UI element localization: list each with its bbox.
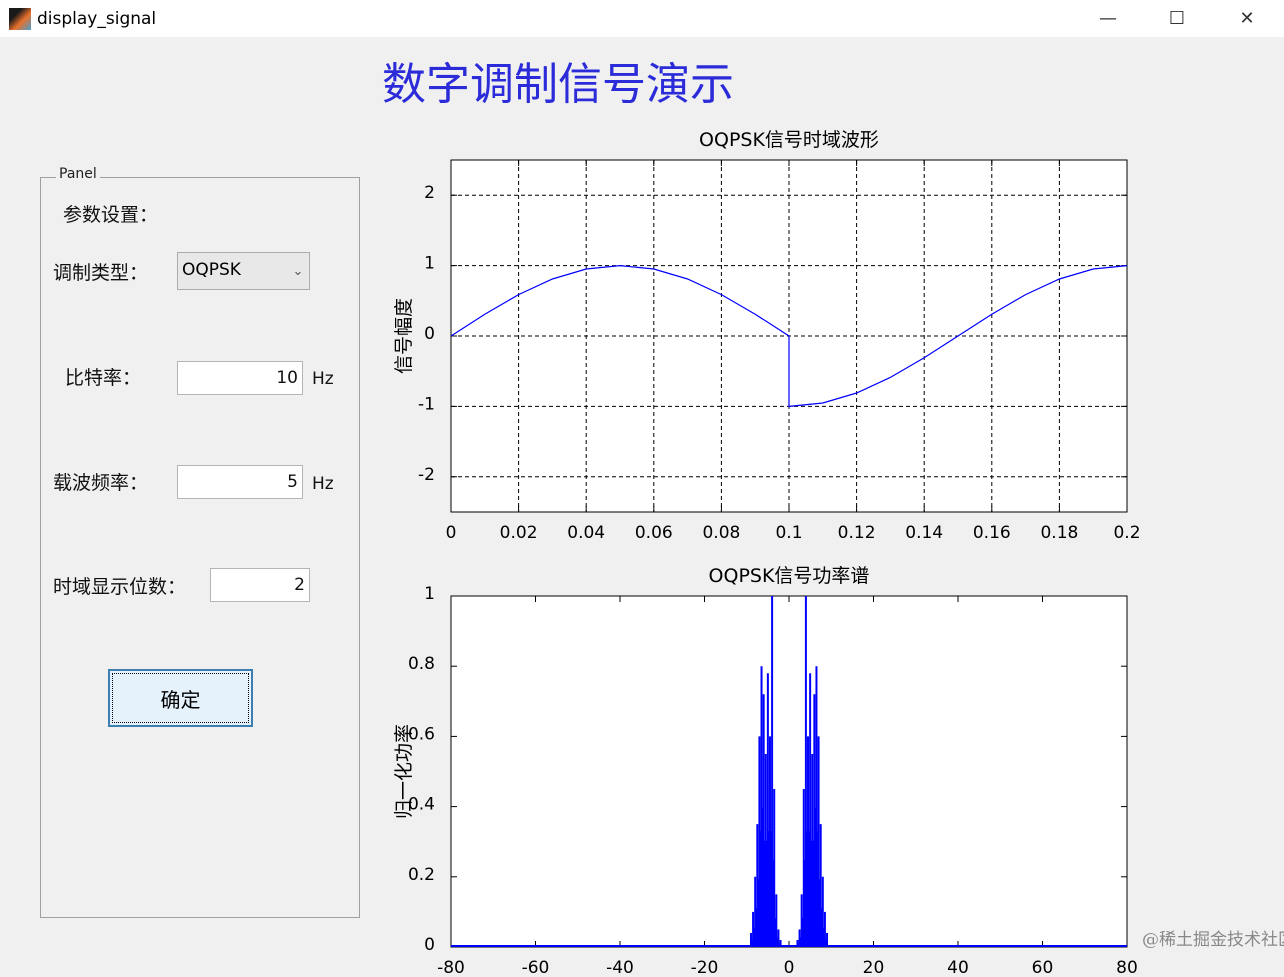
spectrum-fill	[750, 939, 754, 947]
y-axis-label: 归一化功率	[393, 724, 415, 819]
x-tick-label: 0.2	[1113, 523, 1140, 543]
window-title: display_signal	[37, 8, 157, 29]
y-tick-label: 0	[424, 935, 435, 955]
spectrum-fill	[799, 937, 802, 947]
y-tick-label: 1	[424, 254, 435, 274]
watermark: @稀土掘金技术社区	[1142, 930, 1284, 950]
spectrum-fill	[808, 831, 811, 947]
spectrum-fill	[805, 831, 809, 947]
mod-type-value: OQPSK	[182, 260, 241, 280]
y-tick-label: 0	[424, 324, 435, 344]
x-tick-label: 0.18	[1040, 523, 1078, 543]
x-tick-label: -80	[437, 958, 465, 977]
x-tick-label: 0.16	[973, 523, 1011, 543]
bit-rate-input[interactable]: 10	[177, 361, 303, 395]
spectrum-fill	[818, 879, 821, 947]
spectrum-fill	[810, 840, 813, 947]
x-tick-label: 0.08	[702, 523, 740, 543]
chart-title: OQPSK信号功率谱	[709, 565, 870, 587]
minimize-button[interactable]: —	[1099, 8, 1117, 29]
bit-rate-unit: Hz	[312, 369, 334, 389]
spectrum-fill	[763, 840, 766, 947]
y-tick-label: -2	[418, 465, 435, 485]
mod-type-label: 调制类型：	[53, 262, 149, 284]
chevron-down-icon[interactable]: ⌄	[292, 263, 304, 279]
bits-label: 时域显示位数：	[53, 576, 187, 598]
spectrum-fill	[767, 831, 770, 947]
x-tick-label: 60	[1032, 958, 1054, 977]
spectrum-fill	[757, 879, 760, 947]
ok-button[interactable]: 确定	[108, 669, 253, 727]
y-tick-label: 0.4	[408, 795, 435, 815]
spectrum-fill	[761, 808, 764, 947]
x-tick-label: 0	[446, 523, 457, 543]
spectrum-fill	[814, 808, 817, 947]
spectrum-fill	[769, 831, 773, 947]
x-tick-label: 80	[1116, 958, 1138, 977]
y-axis-label: 信号幅度	[393, 298, 415, 374]
parameter-panel	[40, 177, 360, 918]
close-button[interactable]: ✕	[1239, 8, 1255, 29]
x-tick-label: 0.04	[567, 523, 605, 543]
matlab-icon	[9, 7, 31, 30]
y-tick-label: 1	[424, 584, 435, 604]
x-tick-label: 20	[863, 958, 885, 977]
spectrum-fill	[801, 918, 804, 947]
y-tick-label: 0.8	[408, 654, 435, 674]
signal-line	[450, 264, 1128, 408]
spectrum-fill	[753, 927, 756, 947]
spectrum-fill	[824, 939, 828, 947]
spectrum-fill	[776, 937, 779, 947]
x-tick-label: 40	[947, 958, 969, 977]
spectrum-fill	[759, 831, 762, 947]
x-tick-label: 0.1	[775, 523, 802, 543]
x-tick-label: 0.06	[635, 523, 673, 543]
spectrum-fill	[765, 840, 768, 947]
x-tick-label: 0.14	[905, 523, 943, 543]
chart-title: OQPSK信号时域波形	[699, 129, 879, 151]
spectrum-fill	[803, 860, 806, 947]
y-tick-label: -1	[418, 394, 435, 414]
x-tick-label: 0.12	[838, 523, 876, 543]
spectrum-fill	[816, 831, 819, 947]
x-tick-label: 0	[784, 958, 795, 977]
x-tick-label: -20	[691, 958, 719, 977]
spectrum-fill	[774, 918, 777, 947]
bit-rate-label: 比特率：	[65, 367, 142, 389]
spectrum-fill	[812, 840, 815, 947]
carrier-label: 载波频率：	[53, 472, 149, 494]
title-bar: display_signal — ☐ ✕	[0, 0, 1284, 37]
page-title: 数字调制信号演示	[382, 59, 734, 110]
carrier-input[interactable]: 5	[177, 465, 303, 499]
spectrum-fill	[797, 943, 800, 947]
spectrum-fill	[822, 927, 825, 947]
x-tick-label: 0.02	[500, 523, 538, 543]
y-tick-label: 0.2	[408, 865, 435, 885]
maximize-button[interactable]: ☐	[1168, 8, 1186, 29]
section-label: 参数设置：	[63, 204, 159, 226]
y-tick-label: 0.6	[408, 724, 435, 744]
spectrum-fill	[755, 908, 758, 947]
mod-type-select[interactable]: OQPSK ⌄	[177, 252, 310, 290]
bits-input[interactable]: 2	[210, 568, 310, 602]
carrier-unit: Hz	[312, 474, 334, 494]
y-tick-label: 2	[424, 183, 435, 203]
panel-legend: Panel	[56, 166, 100, 182]
plot-area	[450, 595, 1128, 948]
x-tick-label: -60	[522, 958, 550, 977]
x-tick-label: -40	[606, 958, 634, 977]
spectrum-fill	[778, 943, 781, 947]
spectrum-fill	[820, 908, 823, 947]
spectrum-fill	[772, 860, 775, 947]
